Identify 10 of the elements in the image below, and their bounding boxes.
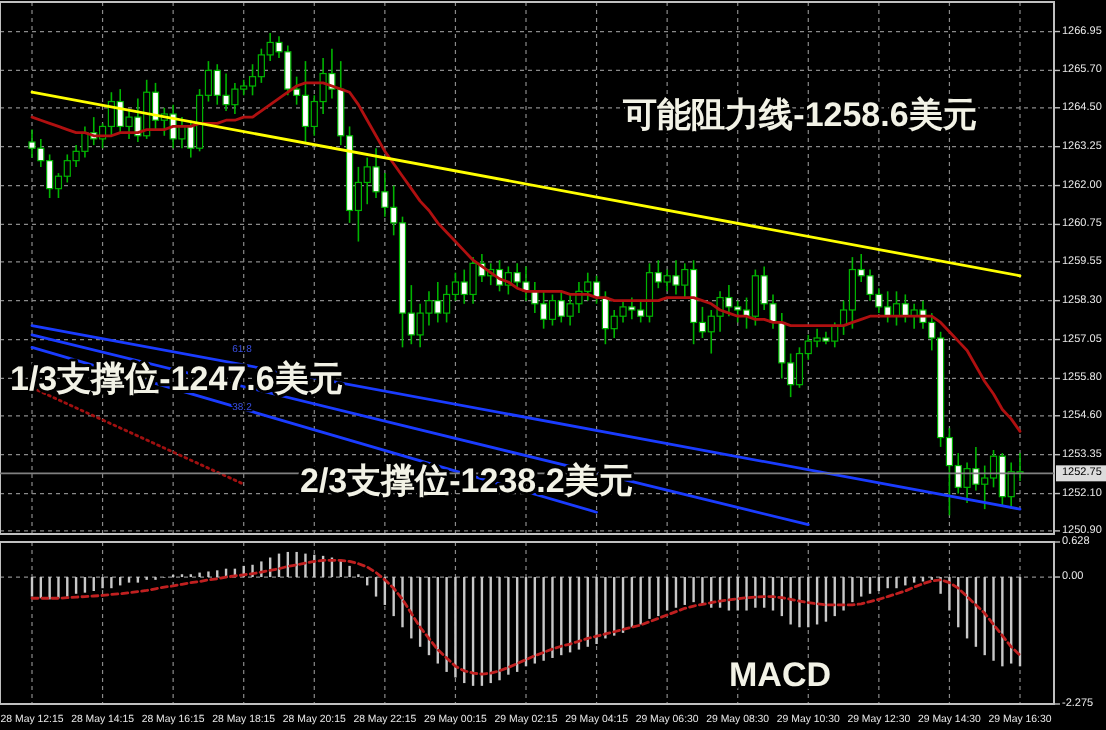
annotation: 可能阻力线-1258.6美元 [621, 96, 977, 134]
candlestick [522, 265, 530, 302]
candlestick [795, 346, 804, 389]
candlestick [301, 60, 310, 143]
candlestick [645, 262, 654, 324]
annotation: MACD [729, 656, 831, 694]
candlestick [989, 449, 998, 489]
candlestick [778, 312, 786, 380]
candlestick [28, 128, 36, 159]
candlestick [548, 293, 557, 327]
